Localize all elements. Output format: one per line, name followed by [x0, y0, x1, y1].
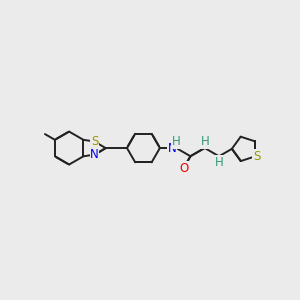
Text: H: H	[200, 135, 209, 148]
Text: N: N	[168, 142, 176, 154]
Text: H: H	[172, 135, 181, 148]
Text: H: H	[214, 156, 224, 169]
Text: S: S	[91, 135, 98, 148]
Text: S: S	[253, 150, 260, 163]
Text: N: N	[90, 148, 99, 161]
Text: O: O	[179, 162, 188, 175]
